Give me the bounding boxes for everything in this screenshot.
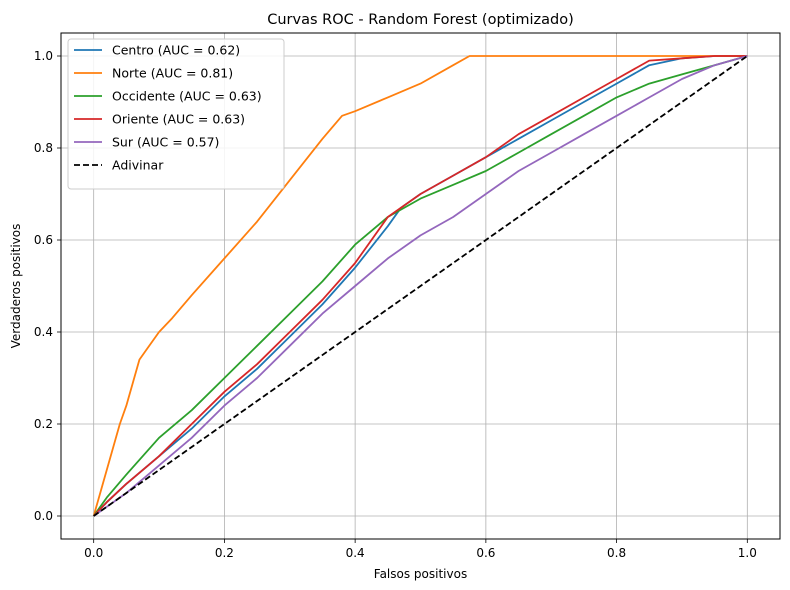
series-line-3 bbox=[93, 55, 748, 517]
ticks: 0.0 0.2 0.4 0.6 0.8 1.0 0.0 0.2 0.4 0.6 0.8 1.0 bbox=[34, 49, 757, 560]
legend-label-3: Oriente (AUC = 0.63) bbox=[112, 112, 245, 127]
x-tick-label-3: 0.6 bbox=[476, 546, 495, 560]
legend-label-0: Centro (AUC = 0.62) bbox=[112, 43, 240, 58]
y-tick-label-1: 0.2 bbox=[34, 417, 53, 431]
legend-label-2: Occidente (AUC = 0.63) bbox=[112, 89, 262, 104]
x-tick-label-4: 0.8 bbox=[607, 546, 626, 560]
y-tick-label-0: 0.0 bbox=[34, 509, 53, 523]
series-group bbox=[92, 55, 748, 517]
y-tick-label-5: 1.0 bbox=[34, 49, 53, 63]
x-tick-label-5: 1.0 bbox=[738, 546, 757, 560]
series-line-1 bbox=[92, 55, 748, 517]
legend: Centro (AUC = 0.62) Norte (AUC = 0.81) Occ… bbox=[67, 38, 285, 190]
legend-label-1: Norte (AUC = 0.81) bbox=[112, 66, 233, 81]
x-tick-label-2: 0.4 bbox=[346, 546, 365, 560]
x-tick-label-1: 0.2 bbox=[215, 546, 234, 560]
x-tick-label-0: 0.0 bbox=[84, 546, 103, 560]
series-line-5 bbox=[93, 55, 748, 517]
y-tick-label-2: 0.4 bbox=[34, 325, 53, 339]
legend-label-4: Sur (AUC = 0.57) bbox=[112, 135, 219, 150]
chart-title: Curvas ROC - Random Forest (optimizado) bbox=[267, 12, 574, 28]
series-line-2 bbox=[92, 55, 748, 517]
y-tick-label-3: 0.6 bbox=[34, 233, 53, 247]
legend-box bbox=[67, 38, 285, 190]
plot-frame bbox=[60, 32, 781, 540]
x-axis-label: Falsos positivos bbox=[374, 567, 467, 581]
legend-label-5: Adivinar bbox=[112, 158, 164, 173]
y-tick-label-4: 0.8 bbox=[34, 141, 53, 155]
series-line-4 bbox=[93, 55, 748, 517]
y-axis-label: Verdaderos positivos bbox=[9, 224, 23, 349]
